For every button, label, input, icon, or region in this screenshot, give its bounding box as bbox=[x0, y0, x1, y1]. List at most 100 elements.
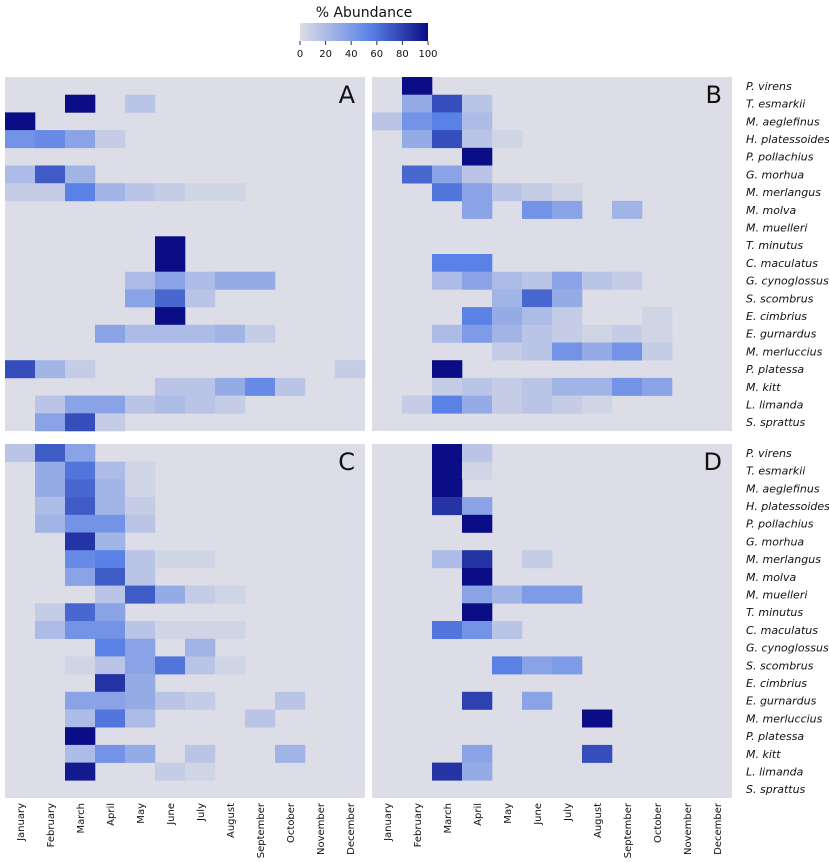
species-label: M. muelleri bbox=[746, 588, 807, 601]
heatmap-cell bbox=[125, 674, 156, 693]
heatmap-cell bbox=[522, 377, 553, 396]
species-label: G. cynoglossus bbox=[746, 275, 829, 288]
heatmap-cell bbox=[125, 461, 156, 480]
legend: % Abundance 0 20 40 60 80 100 bbox=[297, 5, 438, 60]
species-label: G. morhua bbox=[746, 168, 804, 181]
heatmap-cell bbox=[125, 550, 156, 569]
heatmap-cell bbox=[582, 395, 613, 414]
heatmap-cell bbox=[65, 762, 96, 781]
heatmap-cell bbox=[185, 744, 216, 763]
heatmap-cell bbox=[185, 638, 216, 657]
heatmap-cell bbox=[582, 271, 613, 290]
heatmap-cell bbox=[582, 744, 613, 763]
heatmap-cell bbox=[65, 130, 96, 149]
species-label: T. esmarkii bbox=[746, 98, 805, 111]
species-label: S. sprattus bbox=[746, 783, 806, 796]
species-label: M. molva bbox=[746, 204, 796, 217]
heatmap-cell bbox=[582, 342, 613, 361]
month-label: September bbox=[256, 802, 267, 858]
heatmap-cell bbox=[125, 183, 156, 202]
heatmap-cell bbox=[642, 377, 673, 396]
species-label: M. merluccius bbox=[746, 345, 823, 358]
heatmap-cell bbox=[582, 377, 613, 396]
heatmap-cell bbox=[492, 585, 523, 604]
heatmap-cell bbox=[462, 567, 493, 586]
month-label: April bbox=[106, 803, 117, 826]
heatmap-cell bbox=[372, 112, 403, 131]
heatmap-cell bbox=[65, 183, 96, 202]
heatmap-cell bbox=[125, 479, 156, 498]
heatmap-cell bbox=[245, 709, 276, 728]
heatmap-cell bbox=[65, 413, 96, 432]
heatmap-cell bbox=[155, 691, 186, 710]
heatmap-cell bbox=[35, 360, 66, 379]
heatmap-cell bbox=[462, 691, 493, 710]
heatmap-cell bbox=[95, 638, 126, 657]
heatmap-cell bbox=[492, 342, 523, 361]
heatmap-cell bbox=[65, 514, 96, 533]
species-label: P. platessa bbox=[746, 730, 804, 743]
heatmap-cell bbox=[95, 395, 126, 414]
heatmap-cell bbox=[462, 147, 493, 166]
species-label: M. muelleri bbox=[746, 221, 807, 234]
heatmap-cell bbox=[65, 727, 96, 746]
heatmap-cell bbox=[95, 621, 126, 639]
heatmap-cell bbox=[155, 183, 186, 202]
heatmap-cell bbox=[95, 130, 126, 149]
heatmap-cell bbox=[432, 165, 463, 184]
heatmap-cell bbox=[522, 585, 553, 604]
heatmap-cell bbox=[215, 395, 246, 414]
heatmap-cell bbox=[185, 324, 216, 343]
heatmap-cell bbox=[35, 413, 66, 432]
heatmap-cell bbox=[462, 94, 493, 113]
species-label: E. gurnardus bbox=[746, 695, 817, 708]
heatmap-cell bbox=[492, 289, 523, 308]
heatmap-cell bbox=[642, 307, 673, 326]
heatmap-cell bbox=[5, 360, 36, 379]
heatmap-cell bbox=[125, 271, 156, 290]
heatmap-cell bbox=[35, 479, 66, 498]
heatmap-cell bbox=[552, 342, 583, 361]
heatmap-cell bbox=[522, 289, 553, 308]
month-label: November bbox=[316, 802, 327, 855]
legend-colorbar bbox=[300, 23, 428, 41]
heatmap-cell bbox=[522, 656, 553, 675]
heatmap-cell bbox=[612, 271, 643, 290]
heatmap-cell bbox=[215, 656, 246, 675]
heatmap-cell bbox=[402, 77, 433, 95]
heatmap-cell bbox=[95, 709, 126, 728]
heatmap-cell bbox=[125, 621, 156, 639]
heatmap-cell bbox=[155, 621, 186, 639]
panel-label: D bbox=[704, 448, 722, 476]
heatmap-cell bbox=[522, 271, 553, 290]
species-label: E. cimbrius bbox=[746, 677, 807, 690]
heatmap-cell bbox=[642, 324, 673, 343]
heatmap-cell bbox=[432, 762, 463, 781]
month-label: February bbox=[413, 803, 424, 847]
heatmap-cell bbox=[185, 550, 216, 569]
species-label: E. cimbrius bbox=[746, 310, 807, 323]
month-label: December bbox=[713, 802, 724, 855]
panel-label: B bbox=[706, 81, 722, 109]
heatmap-cell bbox=[65, 603, 96, 622]
panel-a: A bbox=[5, 77, 366, 432]
heatmap-cell bbox=[522, 183, 553, 202]
heatmap-cell bbox=[65, 709, 96, 728]
heatmap-cell bbox=[125, 94, 156, 113]
heatmap-cell bbox=[155, 271, 186, 290]
heatmap-cell bbox=[155, 585, 186, 604]
species-label: M. molva bbox=[746, 571, 796, 584]
month-label: September bbox=[623, 802, 634, 858]
heatmap-cell bbox=[402, 94, 433, 113]
heatmap-cell bbox=[582, 324, 613, 343]
heatmap-cell bbox=[245, 324, 276, 343]
heatmap-cell bbox=[432, 550, 463, 569]
heatmap-cell bbox=[492, 656, 523, 675]
heatmap-cell bbox=[462, 514, 493, 533]
heatmap-cell bbox=[65, 497, 96, 516]
heatmap-cell bbox=[65, 94, 96, 113]
heatmap-cell bbox=[522, 550, 553, 569]
heatmap-cell bbox=[155, 550, 186, 569]
heatmap-cell bbox=[462, 744, 493, 763]
